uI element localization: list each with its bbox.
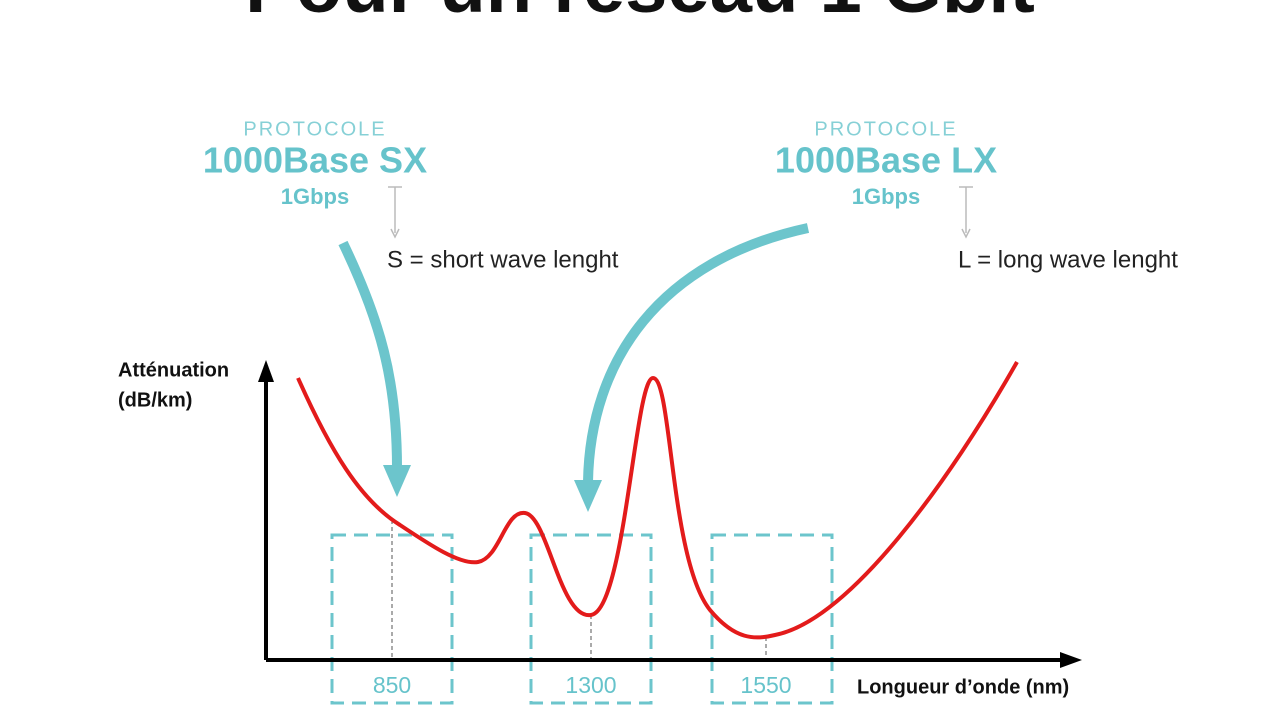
pointer-arrow-head <box>574 480 602 512</box>
protocol-note: S = short wave lenght <box>387 246 619 273</box>
pointer-arrow <box>583 223 810 483</box>
protocol-speed: 1Gbps <box>852 184 920 209</box>
protocol-name: 1000Base SX <box>203 140 427 181</box>
note-pointer <box>959 186 973 239</box>
y-axis-label: (dB/km) <box>118 389 192 411</box>
protocol-caption: PROTOCOLE <box>243 118 386 140</box>
windows <box>330 533 834 705</box>
axes <box>264 378 1064 662</box>
y-axis-label: Atténuation <box>118 359 229 381</box>
note-pointer <box>388 186 402 239</box>
title: Pour un réseau 1 Gbit <box>245 0 1035 29</box>
protocol-name: 1000Base LX <box>775 140 997 181</box>
protocol-note: L = long wave lenght <box>958 246 1178 273</box>
x-axis-label: Longueur d’onde (nm) <box>857 676 1069 698</box>
window-label: 850 <box>373 672 411 698</box>
window-guides <box>391 520 767 660</box>
axis-arrow <box>258 360 274 382</box>
attenuation-curve <box>296 361 1019 640</box>
window-label: 1550 <box>740 672 791 698</box>
protocol-caption: PROTOCOLE <box>814 118 957 140</box>
pointer-arrow <box>338 240 402 469</box>
pointer-arrow-head <box>383 465 411 497</box>
axis-arrow <box>1060 652 1082 668</box>
window-label: 1300 <box>565 672 616 698</box>
protocol-speed: 1Gbps <box>281 184 349 209</box>
